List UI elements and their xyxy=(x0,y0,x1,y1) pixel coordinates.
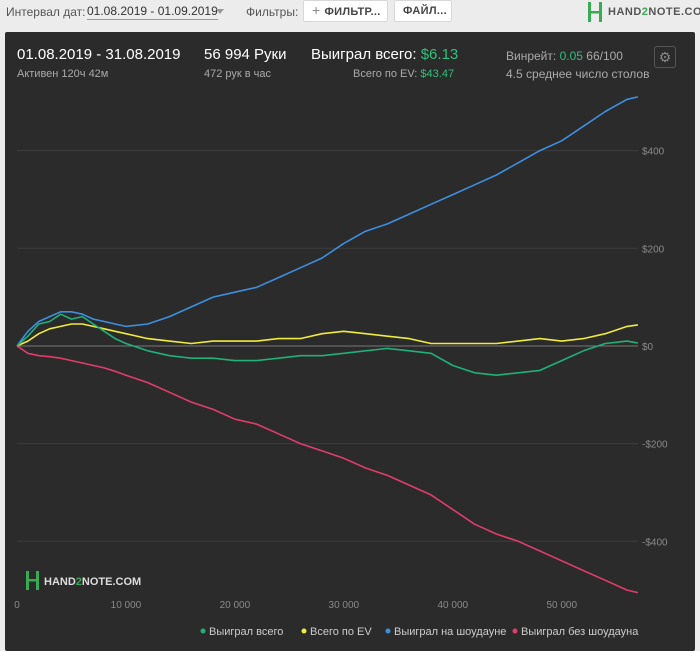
chart: $400 $200 $0 -$200 -$400 0 10 000 20 000 30 000… xyxy=(14,96,668,638)
x-tick-label: 20 000 xyxy=(220,600,251,611)
ev-label: Всего по EV: xyxy=(353,68,418,80)
series-line xyxy=(16,96,639,347)
filter-button[interactable]: + ФИЛЬТР... xyxy=(303,0,388,22)
series-line xyxy=(16,345,639,594)
top-toolbar: Интервал дат: 01.08.2019 - 01.09.2019 Фи… xyxy=(0,0,700,28)
filter-button-label: ФИЛЬТР... xyxy=(324,6,381,18)
chevron-down-icon[interactable] xyxy=(216,9,224,14)
settings-button[interactable]: ⚙ xyxy=(654,46,676,68)
y-tick-labels: $400 $200 $0 -$200 -$400 xyxy=(642,147,668,549)
legend-marker xyxy=(301,628,307,634)
y-tick-label: $400 xyxy=(642,147,665,158)
winrate: Винрейт: 0.05 66/100 xyxy=(506,49,623,63)
legend-label: Выиграл без шоудауна xyxy=(521,626,639,638)
y-tick-label: $200 xyxy=(642,244,665,255)
x-tick-label: 0 xyxy=(14,600,20,611)
watermark-logo: HAND2NOTE.COM xyxy=(26,571,141,590)
x-tick-labels: 0 10 000 20 000 30 000 40 000 50 000 xyxy=(14,600,577,611)
date-interval-select[interactable]: 01.08.2019 - 01.09.2019 xyxy=(87,4,218,20)
legend: Выиграл всего Всего по EV Выиграл на шоуда… xyxy=(200,626,639,638)
winrate-label: Винрейт: xyxy=(506,49,557,63)
winrate-suffix: 66/100 xyxy=(586,49,623,63)
file-button[interactable]: ФАЙЛ... xyxy=(394,0,452,22)
x-tick-label: 10 000 xyxy=(111,600,142,611)
legend-marker xyxy=(200,628,206,634)
series-line xyxy=(16,323,639,347)
ev-value: $43.47 xyxy=(420,68,455,80)
legend-label: Выиграл на шоудауне xyxy=(394,626,506,638)
y-tick-label: $0 xyxy=(642,342,654,353)
legend-marker xyxy=(512,628,518,634)
grid-lines xyxy=(17,150,638,542)
file-button-label: ФАЙЛ... xyxy=(403,5,447,17)
logo-text-b: 2 xyxy=(641,6,649,18)
series-line xyxy=(16,313,639,376)
watermark-text: HAND2NOTE.COM xyxy=(44,576,141,588)
won-total: Выиграл всего: $6.13 xyxy=(311,46,458,63)
legend-label: Всего по EV xyxy=(310,626,372,638)
x-tick-label: 40 000 xyxy=(437,600,468,611)
y-tick-label: -$400 xyxy=(642,537,668,548)
gear-icon: ⚙ xyxy=(658,49,672,65)
plus-icon: + xyxy=(312,2,321,18)
legend-marker xyxy=(385,628,391,634)
x-tick-label: 30 000 xyxy=(329,600,360,611)
active-time: Активен 120ч 42м xyxy=(17,68,109,80)
period: 01.08.2019 - 31.08.2019 xyxy=(17,46,181,63)
graph-panel: 01.08.2019 - 31.08.2019 Активен 120ч 42м… xyxy=(5,32,695,651)
logo-text-a: HAND xyxy=(608,6,642,18)
series-lines xyxy=(16,96,639,594)
ev-total: Всего по EV: $43.47 xyxy=(353,68,454,80)
legend-label: Выиграл всего xyxy=(209,626,283,638)
logo-text-c: NOTE.COM xyxy=(648,6,700,18)
logo-icon xyxy=(588,2,602,22)
filters-label: Фильтры: xyxy=(246,5,299,19)
hands-per-hour: 472 рук в час xyxy=(204,68,272,80)
x-tick-label: 50 000 xyxy=(546,600,577,611)
date-interval-label: Интервал дат: xyxy=(6,5,86,19)
hands-count: 56 994 Руки xyxy=(204,46,287,63)
average-tables: 4.5 среднее число столов xyxy=(506,67,650,81)
y-tick-label: -$200 xyxy=(642,440,668,451)
winrate-value: 0.05 xyxy=(559,49,583,63)
won-label: Выиграл всего: xyxy=(311,46,417,63)
won-value: $6.13 xyxy=(420,46,459,63)
